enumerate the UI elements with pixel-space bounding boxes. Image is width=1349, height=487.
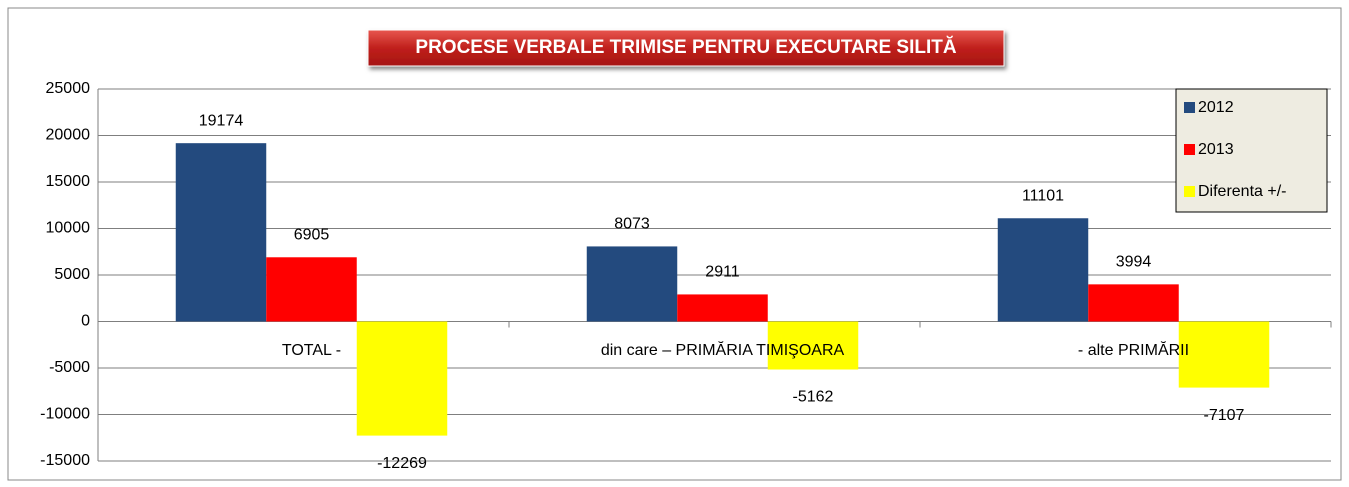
legend-box <box>1175 88 1328 213</box>
value-label: 11101 <box>1022 187 1064 204</box>
x-tick-label: - alte PRIMĂRII <box>1078 340 1189 359</box>
x-tick-label: TOTAL - <box>282 342 341 359</box>
bar <box>1178 321 1270 388</box>
bar <box>356 321 448 436</box>
legend-label: Diferenta +/- <box>1198 183 1286 200</box>
y-tick-label: -10000 <box>40 406 90 423</box>
value-label: -12269 <box>377 455 427 472</box>
bar <box>175 143 267 322</box>
legend-swatch <box>1184 102 1195 113</box>
chart-title: PROCESE VERBALE TRIMISE PENTRU EXECUTARE… <box>415 36 956 58</box>
value-label: 6905 <box>294 227 330 244</box>
bar <box>677 294 768 322</box>
legend-swatch <box>1184 144 1195 155</box>
y-tick-label: -5000 <box>49 359 90 376</box>
x-tick-label: din care – PRIMĂRIA TIMIŞOARA <box>601 340 845 359</box>
y-tick-label: 25000 <box>46 80 91 97</box>
y-tick-label: 5000 <box>54 266 90 283</box>
value-label: 2911 <box>705 264 740 281</box>
y-tick-label: 0 <box>81 313 90 330</box>
y-tick-label: -15000 <box>40 452 90 469</box>
value-label: 3994 <box>1116 254 1152 271</box>
bar <box>586 246 678 322</box>
y-tick-label: 20000 <box>46 127 91 144</box>
y-tick-label: 10000 <box>46 220 91 237</box>
legend-swatch <box>1184 186 1195 197</box>
value-label: -5162 <box>793 389 834 406</box>
value-label: 19174 <box>199 112 244 129</box>
bar <box>997 218 1089 322</box>
legend-label: 2013 <box>1198 141 1234 158</box>
y-tick-label: 15000 <box>46 173 91 190</box>
title-box <box>367 29 1005 67</box>
bar <box>266 257 357 322</box>
legend-label: 2012 <box>1198 99 1234 116</box>
value-label: -7107 <box>1204 407 1245 424</box>
bar <box>1088 284 1179 322</box>
value-label: 8073 <box>614 216 650 233</box>
bar <box>767 321 859 370</box>
